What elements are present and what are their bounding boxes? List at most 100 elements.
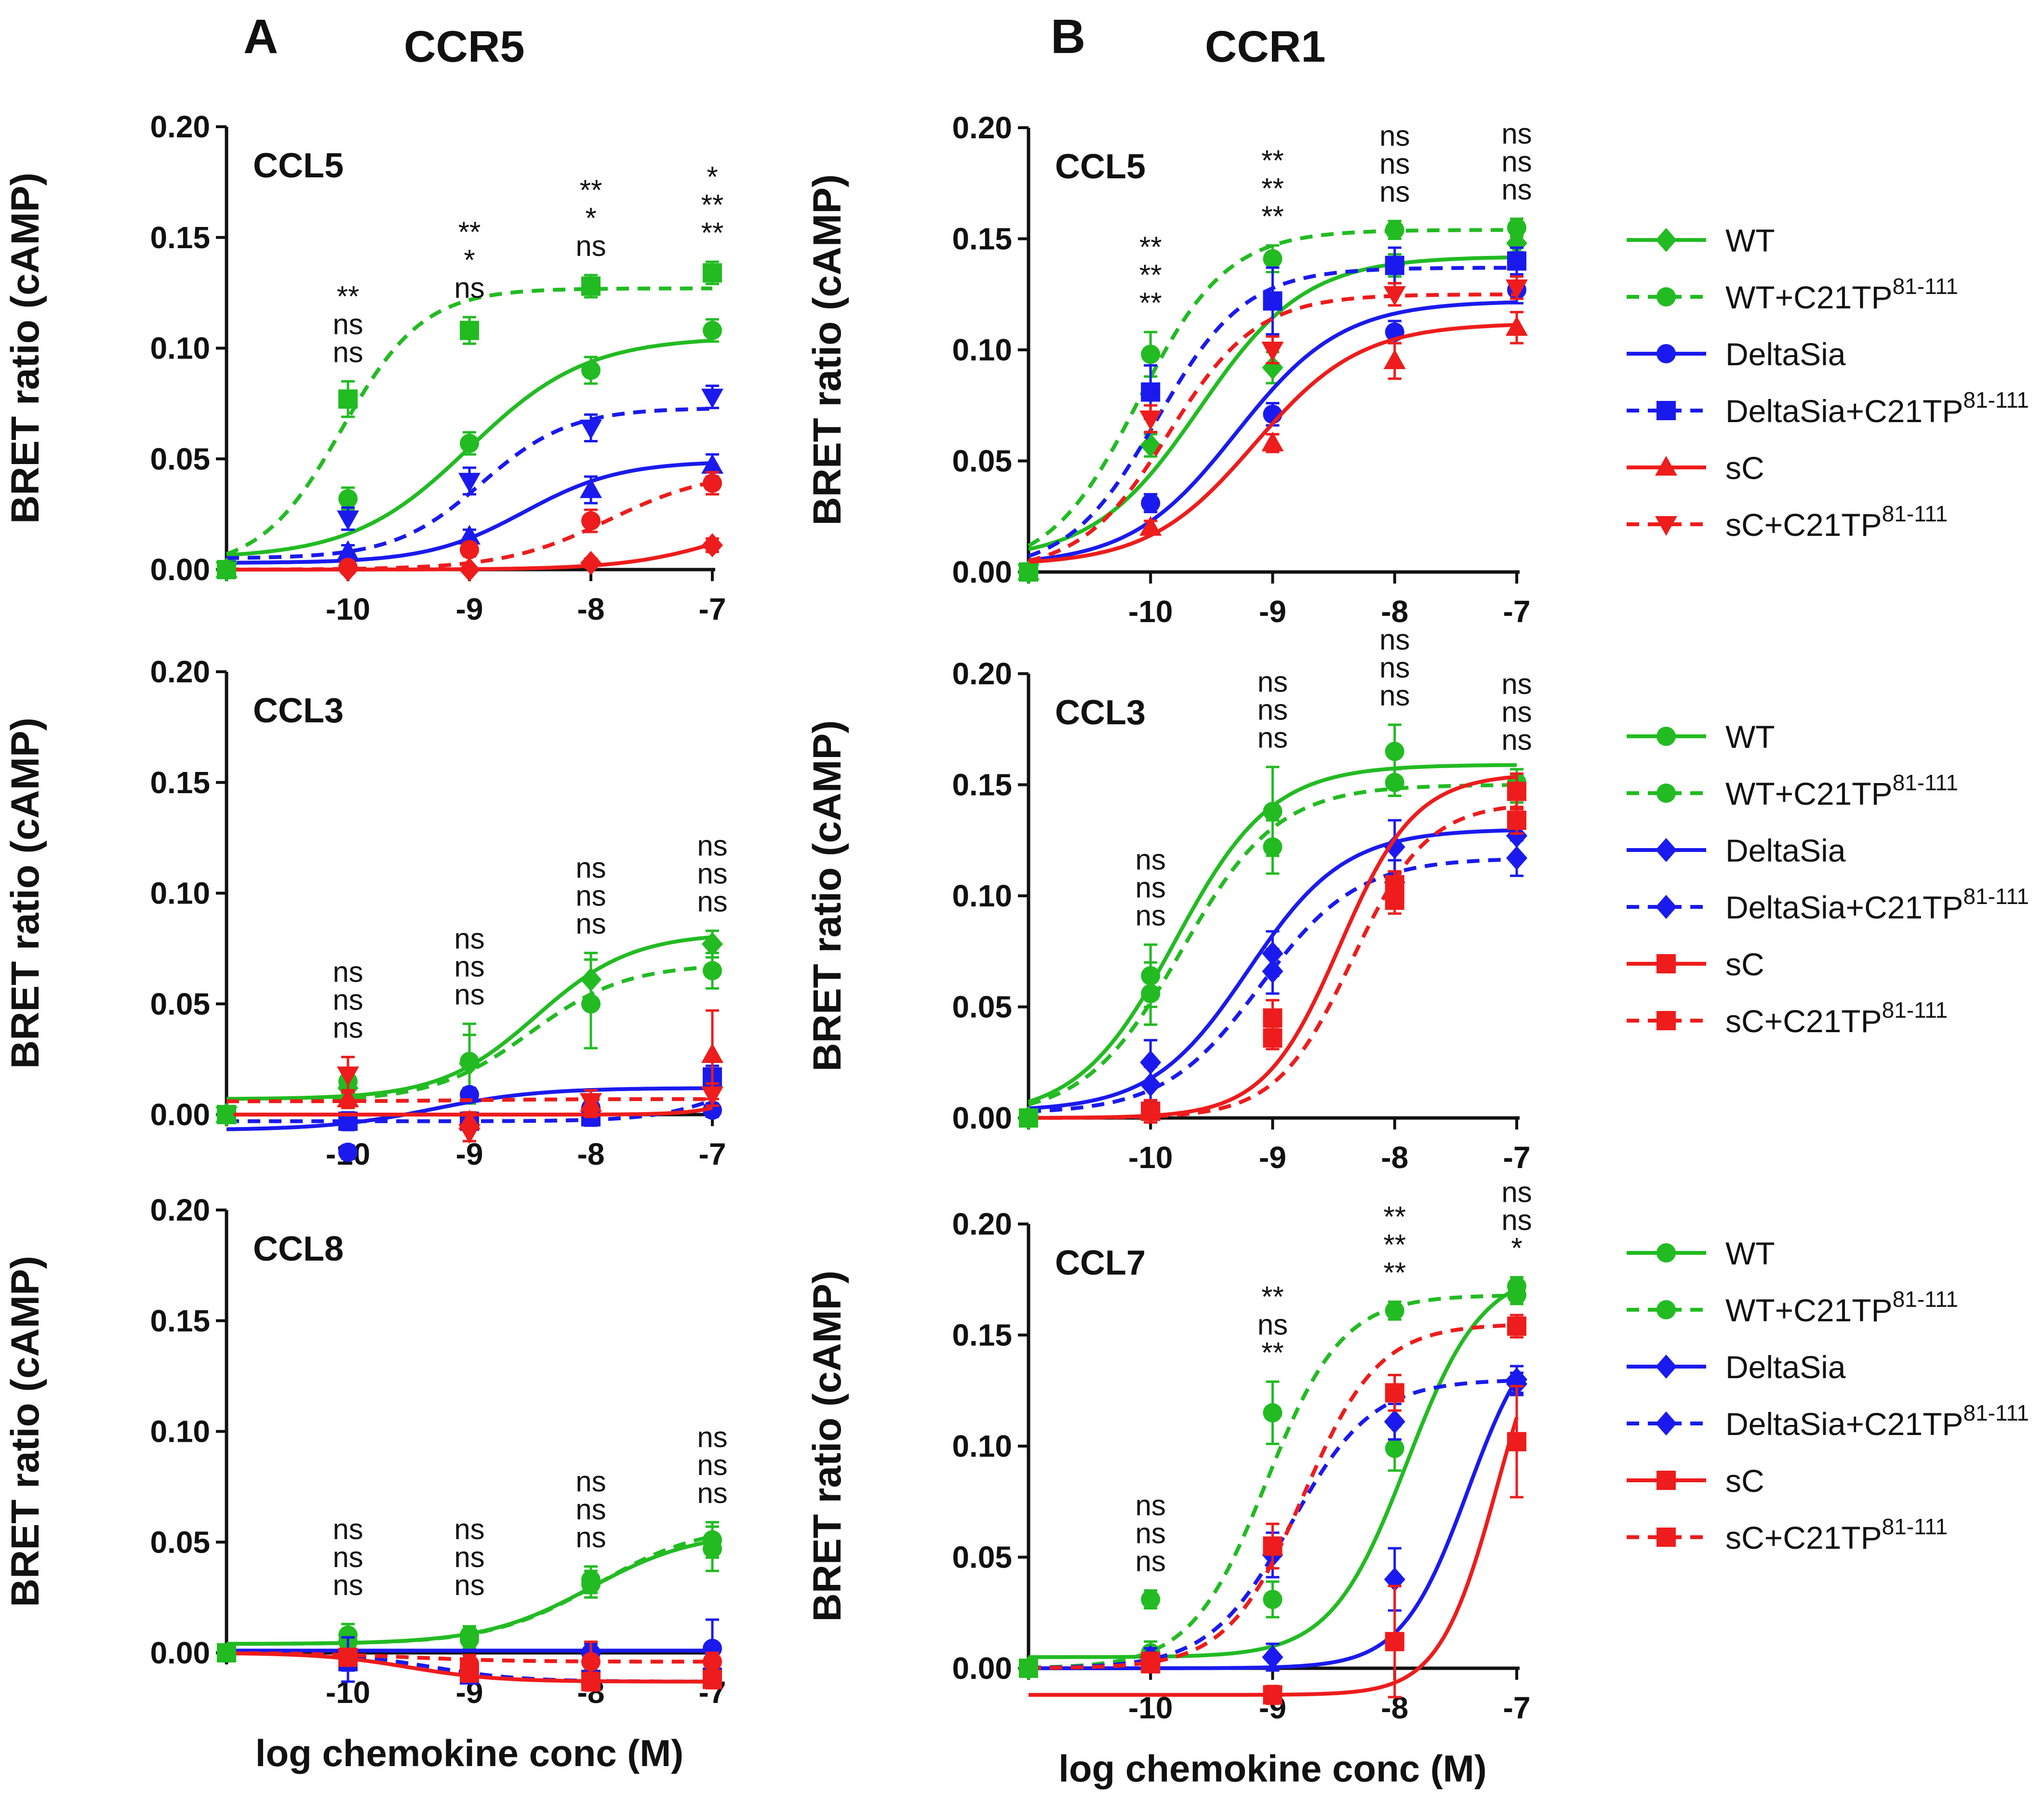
data-point (1383, 349, 1406, 370)
significance-label: ** (1261, 144, 1284, 176)
significance-label: ns (575, 1521, 606, 1554)
significance-label: * (464, 244, 475, 276)
y-tick-label: 0.20 (952, 110, 1012, 145)
legend-label: DeltaSia (1725, 336, 1846, 372)
legend-marker (1656, 228, 1677, 252)
legend-item: WT+C21TP81-111 (1627, 770, 1958, 811)
data-point (1141, 1102, 1161, 1121)
y-tick-label: 0.10 (150, 1414, 210, 1449)
legend-marker (1657, 1471, 1676, 1490)
significance-label: ns (333, 1012, 363, 1044)
legend-label: sC (1725, 1463, 1764, 1499)
data-point (1019, 1108, 1038, 1128)
y-tick-label: 0.05 (150, 1525, 210, 1559)
y-tick-label: 0.00 (150, 552, 210, 587)
data-point (217, 560, 236, 579)
legend-item: WT (1627, 223, 1775, 258)
y-tick-label: 0.15 (952, 222, 1012, 256)
data-point (581, 1574, 601, 1594)
significance-label: ns (697, 1421, 727, 1453)
data-point (1262, 1645, 1283, 1669)
x-tick-label: -10 (1128, 1140, 1173, 1175)
data-point (1507, 811, 1526, 830)
y-tick-label: 0.10 (952, 1429, 1012, 1463)
data-point (1263, 1028, 1283, 1048)
y-tick-label: 0.20 (150, 1193, 210, 1227)
data-point (703, 1652, 722, 1672)
significance-label: ** (580, 174, 602, 206)
series-deltasia-c21tp81-111 (1018, 839, 1527, 1130)
data-point (215, 1106, 238, 1126)
legend-item: DeltaSia+C21TP81-111 (1627, 884, 2029, 925)
y-tick-label: 0.05 (952, 1540, 1012, 1575)
legend-marker (1657, 287, 1676, 306)
significance-label: ns (1501, 668, 1532, 700)
legend-label: WT (1725, 223, 1775, 258)
significance-label: ns (333, 1569, 363, 1601)
data-point (581, 360, 601, 380)
legend-item: sC (1627, 450, 1764, 486)
data-point (460, 434, 479, 453)
legend-label: sC (1725, 450, 1764, 486)
panel-letter-b: B (1051, 10, 1085, 64)
y-tick-label: 0.00 (952, 555, 1012, 589)
data-point (1261, 431, 1284, 452)
data-point (1263, 801, 1283, 821)
data-point (1263, 837, 1283, 857)
x-tick-label: -7 (1503, 1140, 1531, 1175)
legend-item: DeltaSia (1627, 336, 1846, 372)
data-point (703, 961, 722, 981)
significance-label: ns (454, 1541, 484, 1573)
legend-label: DeltaSia+C21TP81-111 (1725, 884, 2029, 925)
fit-curve (1028, 300, 1517, 562)
data-point (701, 454, 723, 474)
data-point (701, 1086, 723, 1106)
data-point (703, 473, 722, 493)
legend-marker (1655, 516, 1677, 536)
legend-marker (1656, 1411, 1677, 1436)
x-axis-label: log chemokine conc (M) (255, 1732, 683, 1774)
legend-label: DeltaSia (1725, 833, 1846, 868)
series-deltasia (215, 453, 723, 578)
legend-label: DeltaSia (1725, 1349, 1846, 1385)
series-sc-c21tp81-111 (1017, 275, 1528, 584)
x-tick-label: -7 (1503, 594, 1531, 629)
legend-label: WT+C21TP81-111 (1725, 1287, 1958, 1328)
significance-label: ns (1501, 1176, 1532, 1209)
legend-label: WT+C21TP81-111 (1725, 274, 1958, 315)
x-tick-label: -7 (699, 1137, 726, 1171)
data-point (580, 1093, 602, 1113)
legend-label: DeltaSia+C21TP81-111 (1725, 387, 2029, 429)
significance-label: * (707, 160, 718, 193)
data-point (1385, 772, 1404, 792)
y-axis-label: BRET ratio (cAMP) (3, 718, 47, 1069)
chart-panel-b-ccl3: 0.00 0.05 0.10 0.15 0.20 -10 -9 -8 -7 BRET ratio … (805, 624, 1532, 1175)
significance-label: * (1511, 1232, 1522, 1264)
significance-label: ns (1136, 1545, 1166, 1578)
significance-label: ** (1383, 1256, 1406, 1289)
legend-1: WT WT+C21TP81-111 DeltaSia DeltaSia+C21TP81… (1627, 223, 2029, 543)
significance-label: ns (1501, 146, 1532, 178)
legend-label-superscript: 81-111 (1893, 274, 1958, 299)
data-point (1506, 279, 1528, 299)
legend-item: sC (1627, 946, 1764, 982)
y-tick-label: 0.05 (952, 444, 1012, 479)
significance-label: ** (1383, 1228, 1406, 1261)
x-tick-label: -9 (456, 592, 483, 626)
data-point (460, 320, 479, 340)
significance-label: ns (1257, 722, 1288, 754)
series-sc-c21tp81-111 (217, 471, 722, 579)
x-tick-label: -8 (1381, 1140, 1408, 1175)
significance-label: ns (697, 1477, 727, 1509)
y-tick-label: 0.20 (150, 654, 210, 689)
series-deltasia-c21tp81-111 (215, 385, 723, 581)
significance-label: ns (1379, 679, 1410, 712)
legend-label: WT+C21TP81-111 (1725, 770, 1958, 811)
data-point (1385, 742, 1404, 761)
significance-label: ns (1136, 871, 1166, 904)
y-tick-label: 0.15 (150, 1303, 210, 1338)
significance-label: ns (1257, 694, 1288, 726)
y-tick-label: 0.00 (150, 1097, 210, 1132)
